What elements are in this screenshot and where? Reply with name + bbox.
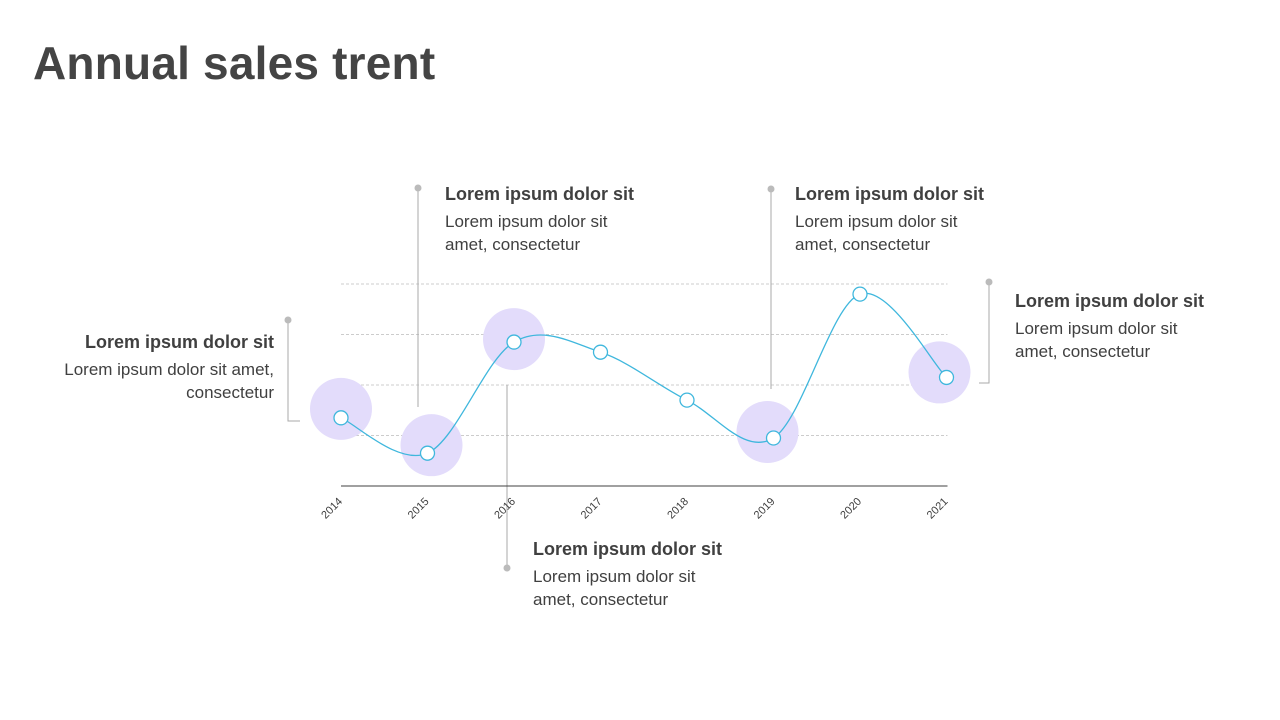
callout-bottom: Lorem ipsum dolor sit Lorem ipsum dolor … [533,538,733,611]
x-tick-label: 2014 [319,496,345,522]
data-point [506,334,522,350]
x-tick-labels: 2014 2015 2016 2017 2018 2019 2020 2021 [319,496,950,522]
highlight-circle [736,401,799,464]
x-tick-label: 2019 [752,496,778,522]
data-point [852,286,868,302]
x-tick-label: 2020 [838,496,864,522]
callout-body: Lorem ipsum dolor sit amet, consectetur [795,212,958,254]
callout-body: Lorem ipsum dolor sit amet, consectetur [1015,319,1178,361]
x-tick-label: 2021 [925,496,951,522]
data-point [679,392,695,408]
callout-body: Lorem ipsum dolor sit amet, consectetur [64,360,274,402]
highlight-circle [400,414,463,477]
callout-title: Lorem ipsum dolor sit [795,184,985,204]
highlight-circles [310,308,971,477]
callout-title: Lorem ipsum dolor sit [445,184,635,204]
highlight-circle [908,341,971,404]
leader-dot [284,316,292,324]
data-point [765,430,782,446]
callout-right: Lorem ipsum dolor sit Lorem ipsum dolor … [1015,290,1215,363]
callout-title: Lorem ipsum dolor sit [533,539,723,559]
x-tick-label: 2018 [665,496,691,522]
page-title: Annual sales trent [33,37,436,89]
callout-title: Lorem ipsum dolor sit [1015,291,1205,311]
data-points [333,286,955,461]
callout-body: Lorem ipsum dolor sit amet, consectetur [533,567,696,609]
callout-leaders [284,184,993,572]
leader-dot [414,184,422,192]
callout-title: Lorem ipsum dolor sit [84,332,274,352]
data-point [333,410,349,426]
leader-dot [985,278,993,286]
leader-left [287,320,300,422]
gridlines [341,283,948,436]
callout-top-left: Lorem ipsum dolor sit Lorem ipsum dolor … [445,183,635,256]
leader-right [979,282,990,384]
x-tick-label: 2017 [579,496,605,522]
x-tick-label: 2016 [492,496,518,522]
data-point [592,344,609,360]
x-tick-label: 2015 [406,496,432,522]
leader-dot [767,185,775,193]
highlight-circle [310,377,372,440]
callout-top-right: Lorem ipsum dolor sit Lorem ipsum dolor … [795,183,985,256]
leader-dot [503,564,511,572]
callout-body: Lorem ipsum dolor sit amet, consectetur [445,212,608,254]
callout-left: Lorem ipsum dolor sit Lorem ipsum dolor … [14,331,274,404]
data-point [419,445,436,461]
data-point [938,369,955,386]
